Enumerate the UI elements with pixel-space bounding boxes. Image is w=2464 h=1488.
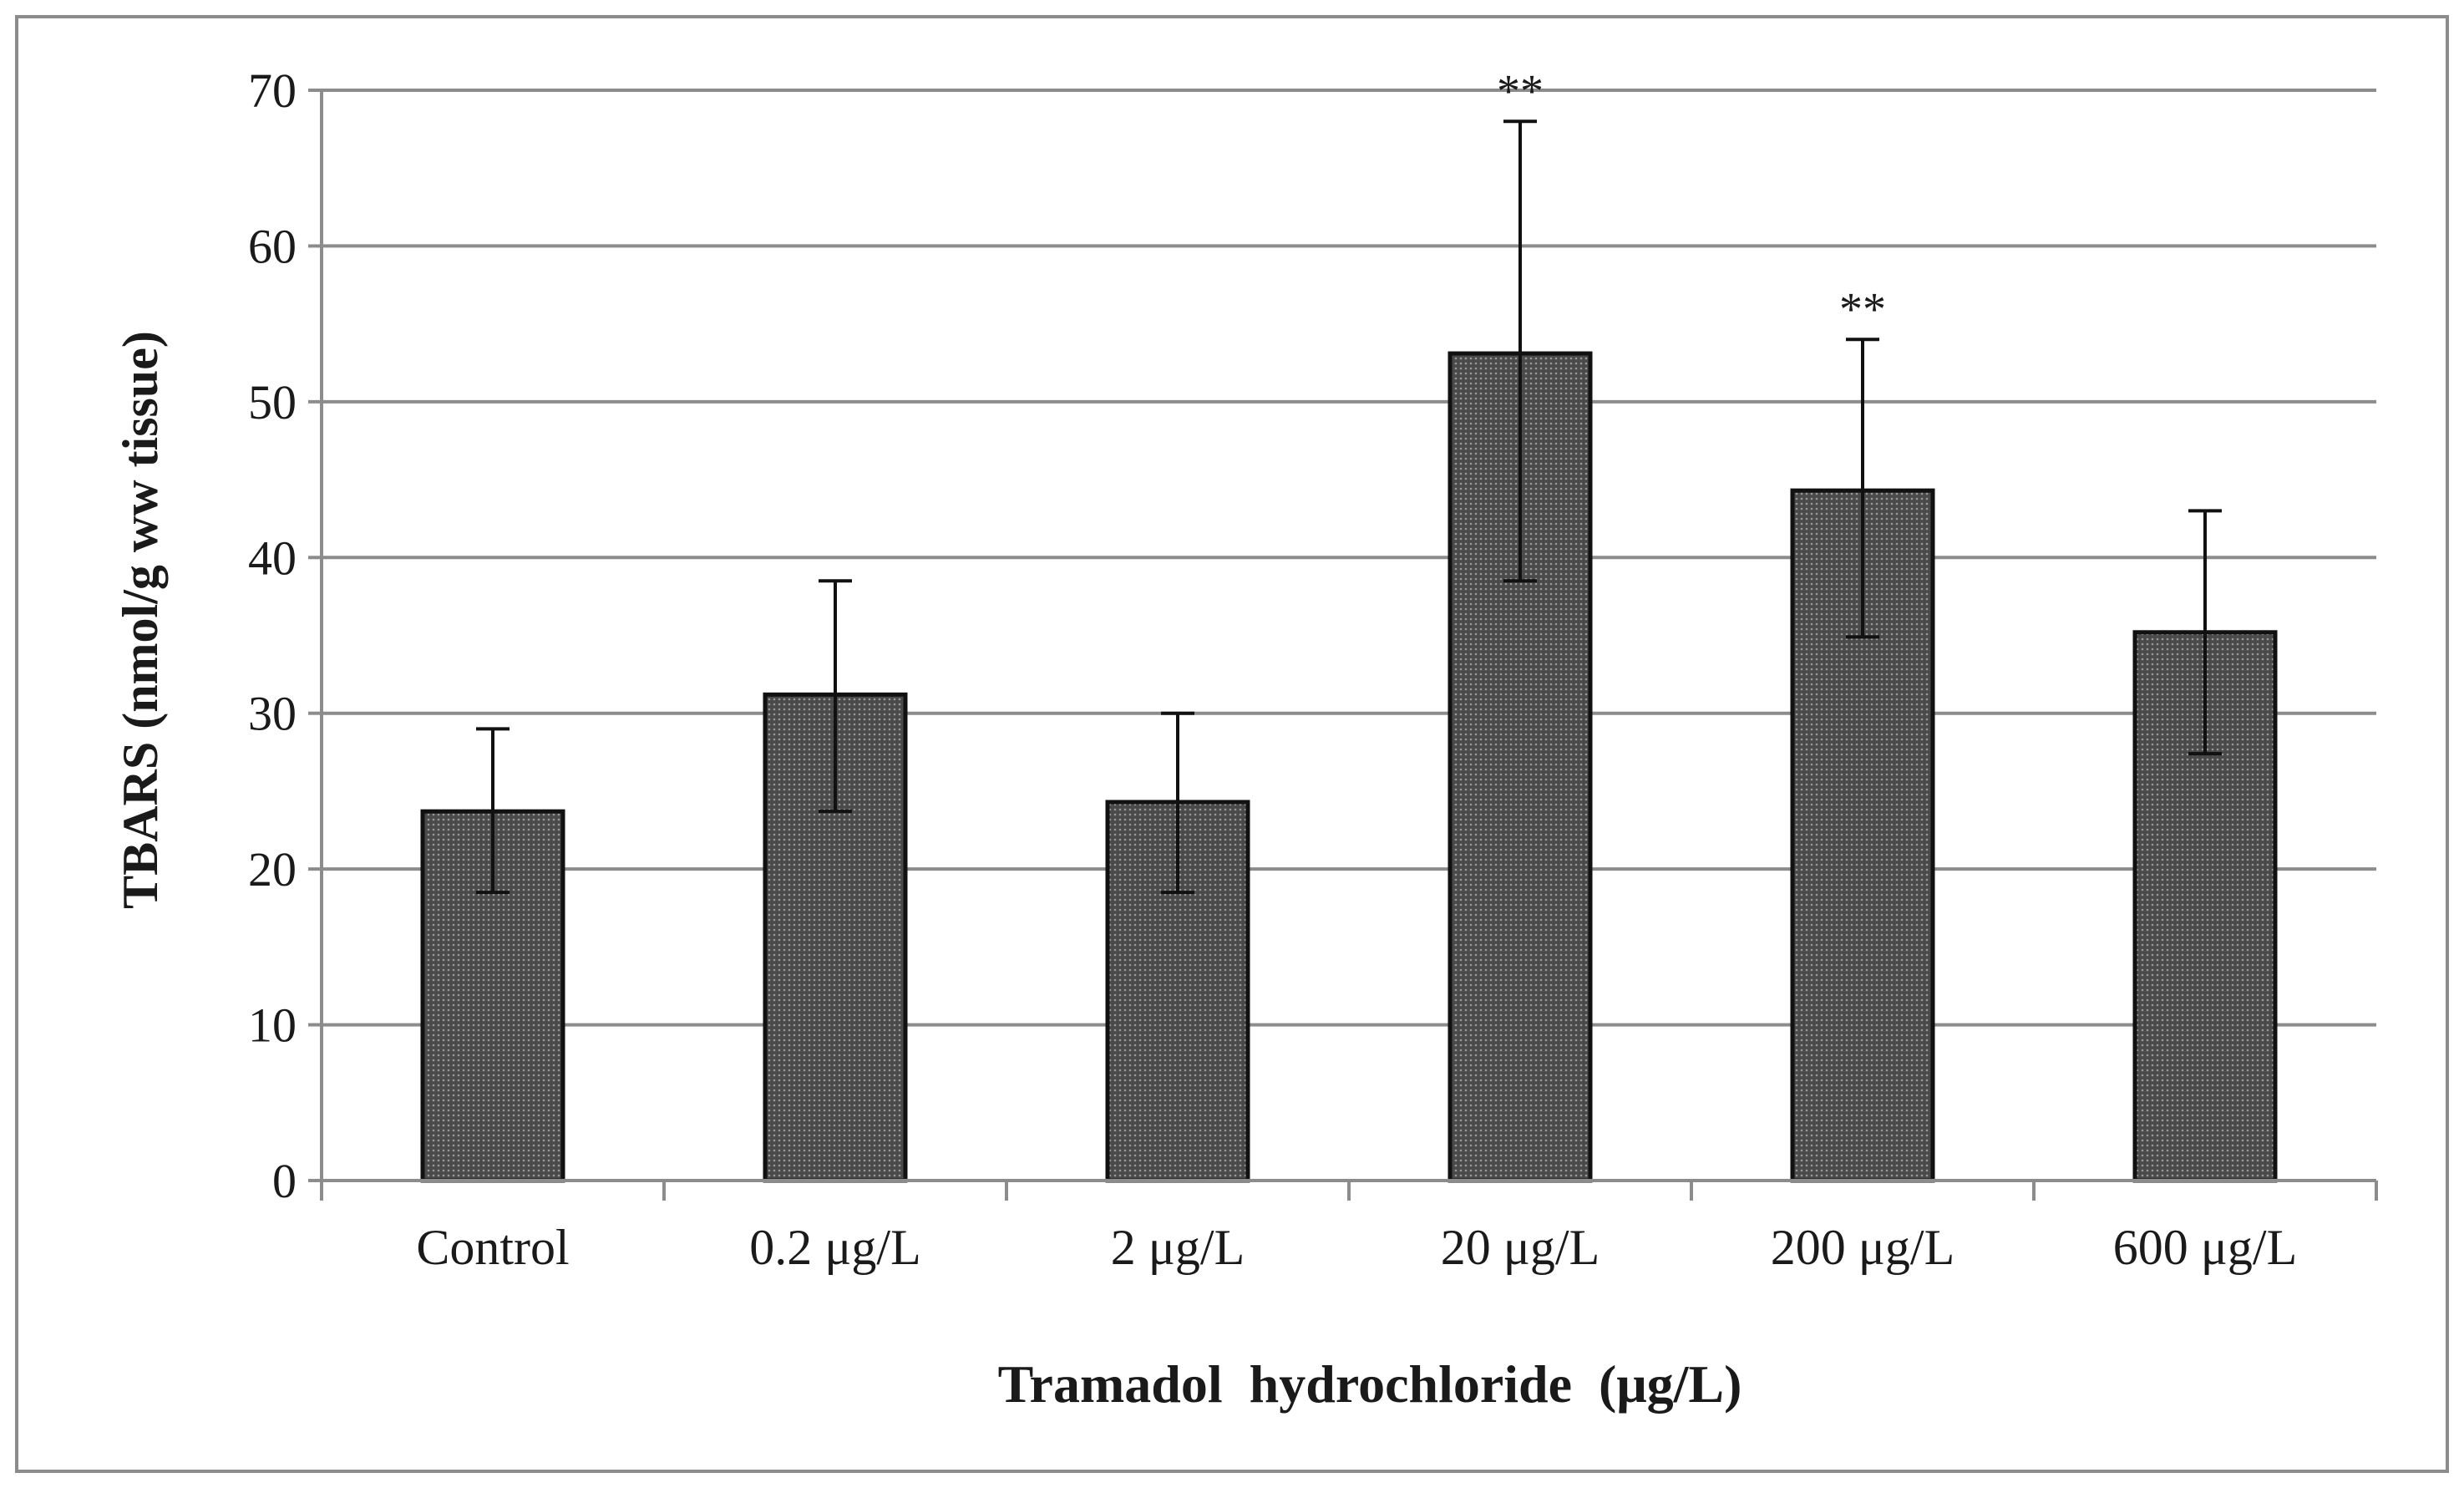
y-tick-label-20: 20 (248, 842, 297, 896)
y-tick-label-0: 0 (272, 1154, 297, 1208)
error-bar-2 (819, 579, 852, 814)
y-tick-label-70: 70 (248, 63, 297, 118)
x-tick-label-2: 0.2 μg/L (749, 1220, 921, 1275)
y-tick-label-30: 30 (248, 687, 297, 741)
significance-label-4: ** (1497, 65, 1544, 117)
x-tick-label-3: 2 μg/L (1111, 1220, 1245, 1275)
error-bar-5 (1846, 338, 1879, 639)
error-bar-1 (476, 727, 510, 895)
error-bar-3 (1161, 711, 1194, 895)
x-tick-label-4: 20 μg/L (1441, 1220, 1600, 1275)
axes (308, 89, 2378, 1201)
labels: 0 10 20 30 40 50 60 70 Control 0.2 μg/L 2 μg/L ** 20… (248, 63, 2297, 1275)
x-axis-title: Tramadol hydrochloride (μg/L) (998, 1354, 1742, 1414)
error-bar-4 (1503, 119, 1537, 583)
x-tick-label-6: 600 μg/L (2113, 1220, 2298, 1275)
significance-label-5: ** (1839, 283, 1886, 335)
y-axis-title: TBARS (nmol/g ww tissue) (113, 331, 168, 909)
x-tick-label-5: 200 μg/L (1771, 1220, 1955, 1275)
y-tick-label-50: 50 (248, 375, 297, 429)
y-tick-label-60: 60 (248, 219, 297, 273)
error-bar-6 (2188, 509, 2222, 756)
chart-border (15, 15, 2449, 1473)
y-tick-label-10: 10 (248, 998, 297, 1053)
y-tick-label-40: 40 (248, 531, 297, 585)
gridlines (322, 89, 2376, 1027)
x-tick-label-1: Control (416, 1220, 569, 1275)
